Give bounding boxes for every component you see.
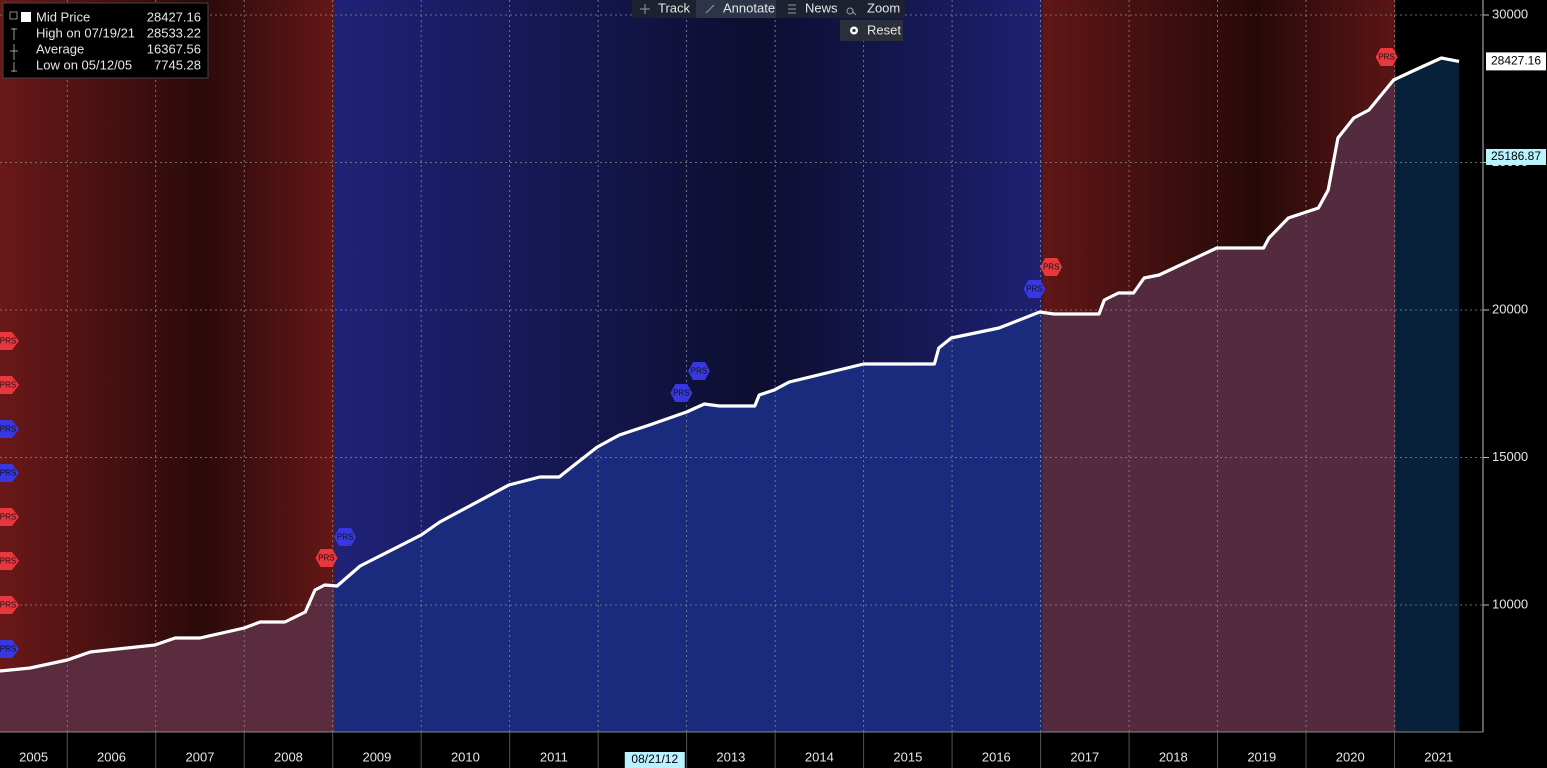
x-tick-label: 2011: [540, 749, 568, 764]
stat-value: 16367.56: [147, 41, 201, 56]
y-axis-strip: [1483, 0, 1547, 768]
event-tag-label: PRS: [1378, 53, 1394, 62]
y-tick-label: 10000: [1492, 596, 1528, 611]
stat-label: High on 07/19/21: [36, 25, 135, 40]
edge-event-label: PRS: [0, 601, 16, 610]
toolbar-active: [696, 0, 776, 18]
event-tag-shape: [1023, 279, 1046, 298]
event-tag-label: PRS: [1043, 263, 1059, 272]
y-tick-label: 15000: [1492, 449, 1528, 464]
overlay: Mid Price 28427.16 High on 07/19/21 2853…: [2, 0, 905, 79]
edge-event-tag: [0, 552, 19, 570]
y-tick-label: 30000: [1492, 6, 1528, 21]
event-tag: PRS: [1375, 47, 1398, 66]
last-value-box: [1486, 52, 1546, 71]
cursor-date-box: [624, 752, 685, 768]
legend-toggle[interactable]: [9, 11, 18, 20]
reset-button[interactable]: [840, 20, 903, 41]
toolbar-button[interactable]: Zoom: [867, 0, 900, 15]
event-tag-label: PRS: [691, 367, 707, 376]
price-line: [0, 56, 1460, 673]
event-tag: PRS: [1040, 257, 1063, 276]
marks: PRS PRS PRS PRS PRS PRS PRS PRS PRS PRS PRS PRS PRS P…: [0, 47, 1460, 673]
legend-box: [2, 2, 209, 79]
stat-label: Low on 05/12/05: [36, 57, 132, 72]
stat-value: 7745.28: [154, 57, 201, 72]
toolbar-icons: [640, 4, 857, 16]
edge-event-tag: [0, 332, 19, 350]
cursor-date-label: 08/21/12: [631, 752, 678, 766]
event-tag: PRS: [1023, 279, 1046, 298]
event-tag-shape: [334, 528, 357, 547]
x-axis-strip: [0, 732, 1547, 768]
event-tag: PRS: [688, 362, 711, 381]
x-tick-label: 2017: [1070, 749, 1099, 764]
event-tag-label: PRS: [337, 533, 353, 542]
edge-event-label: PRS: [0, 425, 16, 434]
event-tag: PRS: [334, 528, 357, 547]
x-tick-label: 2006: [97, 749, 126, 764]
last-value-label: 28427.16: [1491, 54, 1541, 68]
event-tag-label: PRS: [1026, 285, 1042, 294]
toolbar-button[interactable]: Track: [658, 0, 691, 15]
x-tick-label: 2005: [19, 749, 48, 764]
event-tag-shape: [688, 362, 711, 381]
x-tick-label: 2007: [186, 749, 215, 764]
edge-event-label: PRS: [0, 645, 16, 654]
stat-value: 28533.22: [147, 25, 201, 40]
toolbar-button[interactable]: News: [805, 0, 838, 15]
edge-event-tag: [0, 640, 19, 658]
edge-event-label: PRS: [0, 381, 16, 390]
reset-label[interactable]: Reset: [867, 22, 901, 37]
cursor-value-label: 25186.87: [1491, 149, 1541, 163]
x-tick-label: 2010: [451, 749, 480, 764]
event-tag-shape: [1375, 47, 1398, 66]
cursor-value-box: [1486, 148, 1546, 165]
event-tag-label: PRS: [673, 389, 689, 398]
region-shade: [0, 0, 335, 732]
event-tag-label: PRS: [318, 554, 334, 563]
x-tick-label: 2019: [1247, 749, 1276, 764]
x-tick-label: 2020: [1336, 749, 1365, 764]
legend-swatch: [21, 12, 31, 22]
x-tick-label: 2021: [1424, 749, 1453, 764]
edge-event-tag: [0, 596, 19, 614]
region-area: [1395, 58, 1460, 732]
x-tick-label: 2013: [716, 749, 745, 764]
legend-label: Mid Price: [36, 9, 90, 24]
edge-event-tag: [0, 464, 19, 482]
edge-event-label: PRS: [0, 337, 16, 346]
event-tag: PRS: [670, 384, 693, 403]
edge-event-tag: [0, 376, 19, 394]
event-tag-shape: [670, 384, 693, 403]
legend-icons: [10, 28, 18, 72]
x-tick-label: 2016: [982, 749, 1011, 764]
x-tick-label: 2015: [893, 749, 922, 764]
toolbar-button[interactable]: Annotate: [723, 0, 775, 15]
edge-event-label: PRS: [0, 513, 16, 522]
x-tick-label: 2018: [1159, 749, 1188, 764]
edge-event-label: PRS: [0, 469, 16, 478]
event-tag-shape: [315, 549, 338, 568]
stat-label: Average: [36, 41, 84, 56]
event-tag-shape: [1040, 257, 1063, 276]
edge-event-tag: [0, 508, 19, 526]
x-tick-label: 2008: [274, 749, 303, 764]
x-tick-label: 2014: [805, 749, 834, 764]
y-tick-label: 20000: [1492, 301, 1528, 316]
edge-event-label: PRS: [0, 557, 16, 566]
reset-icon-dot: [852, 28, 856, 33]
event-tag: PRS: [315, 549, 338, 568]
legend-value: 28427.16: [147, 9, 201, 24]
x-tick-label: 2009: [362, 749, 391, 764]
edge-event-tag: [0, 420, 19, 438]
